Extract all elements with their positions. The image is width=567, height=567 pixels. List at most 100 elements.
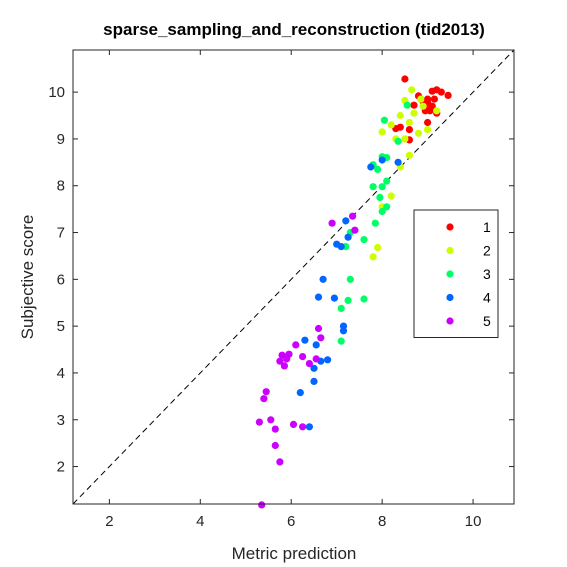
- data-point: [437, 88, 445, 96]
- legend-marker: [446, 246, 454, 255]
- data-point: [342, 217, 350, 225]
- data-point: [410, 109, 418, 117]
- data-point: [401, 135, 409, 143]
- x-tick-label: 6: [287, 513, 295, 530]
- legend-marker: [446, 223, 454, 231]
- data-point: [430, 95, 438, 103]
- plot-area: [72, 49, 515, 509]
- data-point: [424, 118, 432, 127]
- data-point: [299, 353, 307, 361]
- data-point: [262, 388, 270, 396]
- data-point: [312, 355, 320, 363]
- legend-box: [413, 209, 499, 338]
- data-point: [378, 207, 386, 216]
- chart-title: sparse_sampling_and_reconstruction (tid2…: [103, 20, 485, 39]
- data-point: [337, 304, 345, 312]
- data-point: [314, 324, 323, 333]
- data-point: [383, 177, 391, 185]
- data-point: [312, 341, 320, 349]
- data-point: [378, 183, 386, 191]
- data-point: [405, 118, 413, 127]
- data-point: [369, 183, 377, 191]
- data-point: [374, 165, 382, 173]
- y-tick-label: 10: [48, 84, 65, 101]
- data-point: [292, 341, 300, 349]
- legend-marker: [446, 270, 454, 278]
- y-tick-label: 6: [57, 271, 65, 288]
- data-point: [401, 75, 409, 83]
- data-point: [271, 441, 279, 450]
- legend-item-3: 3: [446, 266, 491, 282]
- data-point: [337, 337, 345, 345]
- data-point: [276, 458, 284, 466]
- data-point: [349, 212, 357, 220]
- data-point: [360, 236, 368, 244]
- data-point: [417, 95, 425, 103]
- data-point: [367, 163, 375, 171]
- y-tick-label: 5: [57, 318, 65, 335]
- x-tick-label: 8: [378, 513, 386, 530]
- data-point: [324, 356, 332, 364]
- data-point: [260, 395, 268, 403]
- data-point: [387, 192, 395, 200]
- data-point: [333, 240, 341, 248]
- data-point: [283, 355, 291, 363]
- data-point: [276, 357, 284, 365]
- data-point: [344, 233, 352, 241]
- data-point: [410, 101, 418, 109]
- legend-label: 3: [483, 266, 491, 282]
- y-tick-label: 8: [57, 178, 65, 195]
- data-point: [314, 293, 323, 301]
- data-point: [351, 226, 359, 234]
- x-tick-label: 10: [465, 513, 482, 530]
- series-5: [255, 212, 359, 509]
- legend: 1 2 3 4 5: [413, 209, 499, 338]
- data-point: [301, 336, 309, 344]
- legend-item-5: 5: [446, 313, 491, 329]
- data-point: [280, 362, 288, 370]
- x-tick-label: 4: [196, 513, 204, 530]
- data-point: [394, 158, 402, 166]
- data-point: [330, 294, 338, 302]
- data-point: [344, 296, 352, 304]
- data-point: [369, 253, 377, 261]
- data-point: [339, 327, 348, 335]
- plot-frame: [72, 49, 515, 505]
- data-point: [380, 116, 388, 124]
- legend-marker: [446, 293, 454, 302]
- data-point: [267, 416, 275, 424]
- x-axis: 2 4 6 8 10: [105, 50, 481, 530]
- data-point: [360, 295, 368, 303]
- data-point: [255, 418, 263, 426]
- data-point: [378, 156, 386, 164]
- legend-label: 5: [483, 313, 491, 329]
- data-point: [310, 364, 318, 372]
- diagonal-reference-line: [72, 49, 515, 505]
- data-point: [378, 128, 386, 136]
- legend-item-2: 2: [446, 243, 491, 259]
- y-tick-label: 4: [57, 365, 65, 382]
- data-point: [403, 101, 411, 109]
- series-3: [337, 101, 411, 345]
- data-point: [374, 243, 382, 252]
- data-point: [414, 129, 423, 137]
- y-tick-label: 3: [57, 412, 65, 429]
- data-point: [433, 107, 441, 115]
- data-point: [305, 423, 313, 431]
- data-point: [346, 275, 354, 283]
- data-point: [328, 219, 336, 227]
- data-point: [396, 111, 404, 120]
- legend-marker: [446, 317, 454, 325]
- y-tick-label: 9: [57, 131, 65, 148]
- y-axis: 2 3 4 5 6 7 8 9 10: [48, 84, 514, 476]
- data-point: [271, 425, 279, 433]
- data-point: [296, 389, 304, 397]
- x-tick-label: 2: [105, 513, 113, 530]
- x-axis-label: Metric prediction: [232, 544, 357, 563]
- legend-label: 2: [483, 243, 491, 259]
- data-point: [394, 137, 402, 145]
- data-point: [319, 275, 327, 283]
- legend-item-4: 4: [446, 290, 491, 306]
- data-point: [317, 334, 325, 342]
